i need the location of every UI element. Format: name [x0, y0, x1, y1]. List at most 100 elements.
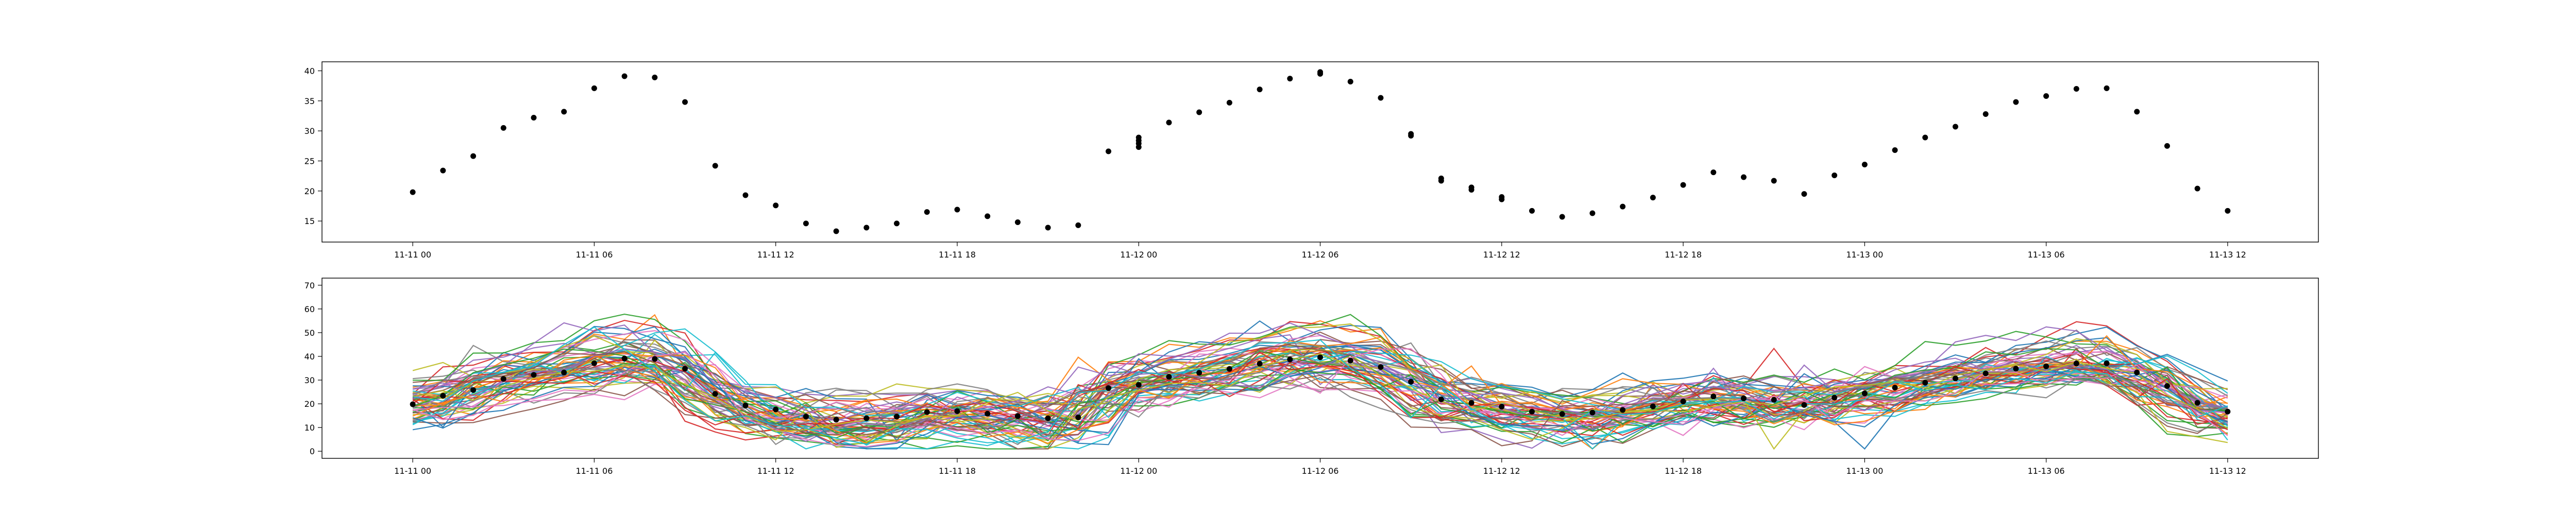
observed-point: [1226, 366, 1232, 372]
observed-point: [2225, 408, 2231, 415]
observed-point: [1832, 394, 1838, 401]
observed-point: [1045, 415, 1051, 421]
x-tick-label: 11-13 12: [2209, 466, 2246, 476]
ensemble-member-line: [412, 352, 2228, 430]
data-point: [2043, 93, 2049, 99]
x-tick-label: 11-12 18: [1665, 250, 1702, 260]
data-point: [1257, 87, 1263, 93]
x-tick-label: 11-13 06: [2028, 466, 2065, 476]
data-point: [894, 220, 900, 227]
x-tick-label: 11-13 06: [2028, 250, 2065, 260]
observed-point: [1378, 364, 1384, 370]
data-point: [1317, 69, 1323, 75]
y-tick-label: 60: [304, 304, 315, 314]
observed-point: [742, 402, 749, 408]
x-tick-label: 11-11 12: [757, 250, 794, 260]
observed-point: [652, 356, 658, 362]
data-point: [1922, 134, 1928, 141]
data-point: [954, 207, 960, 213]
x-tick-label: 11-12 00: [1120, 250, 1157, 260]
observed-point: [1499, 404, 1505, 410]
data-point: [1468, 187, 1475, 193]
observed-point: [621, 355, 628, 362]
observed-point: [833, 417, 839, 423]
x-tick-label: 11-13 00: [1846, 466, 1883, 476]
data-point: [1075, 222, 1081, 228]
data-point: [591, 85, 597, 91]
observed-point: [1710, 393, 1717, 400]
observed-point: [1529, 408, 1535, 415]
observed-point: [1650, 403, 1656, 409]
observed-point: [1166, 374, 1172, 380]
y-tick-label: 35: [304, 96, 315, 106]
observed-point: [1771, 397, 1777, 403]
observed-point: [2073, 360, 2079, 367]
data-point: [1378, 95, 1384, 101]
observed-point: [2164, 383, 2170, 389]
data-point: [1832, 173, 1838, 178]
data-point: [1106, 148, 1112, 154]
x-tick-label: 11-13 12: [2209, 250, 2246, 260]
y-tick-label: 25: [304, 157, 315, 166]
ensemble-member-line: [412, 348, 2228, 422]
data-point: [1892, 147, 1898, 153]
data-point: [1196, 109, 1202, 115]
data-point: [2164, 143, 2170, 149]
observed-point: [1620, 407, 1626, 413]
y-tick-label: 20: [304, 186, 315, 196]
plot-area: [410, 313, 2231, 450]
observed-point: [1196, 370, 1202, 376]
observed-point: [2043, 363, 2049, 369]
data-point: [1801, 191, 1807, 197]
data-point: [682, 99, 688, 105]
data-point: [621, 73, 628, 79]
ensemble-member-line: [412, 348, 2228, 448]
observed-point: [410, 401, 416, 407]
data-point: [652, 74, 658, 80]
observed-point: [985, 410, 991, 417]
observed-point: [1347, 357, 1353, 364]
observed-point: [1438, 396, 1444, 402]
y-tick-label: 10: [304, 423, 315, 433]
data-point: [2073, 86, 2079, 92]
data-point: [773, 202, 779, 209]
observed-point: [1257, 360, 1263, 367]
observed-point: [1559, 411, 1565, 417]
data-point: [1045, 225, 1051, 231]
data-point: [1559, 214, 1565, 220]
observed-point: [773, 406, 779, 413]
data-point: [1166, 119, 1172, 126]
ensemble-member-line: [412, 366, 2228, 425]
observed-point: [1468, 400, 1475, 406]
observed-point: [712, 391, 718, 397]
data-point: [742, 192, 749, 198]
ensemble-line-panel: 11-11 00 11-11 06 11-11 12 11-11 18 11-12 00…: [304, 278, 2319, 476]
ensemble-member-line: [412, 348, 2228, 443]
data-point: [1771, 178, 1777, 184]
observed-point: [1801, 402, 1807, 408]
data-point: [500, 125, 506, 131]
observed-point: [1952, 375, 1958, 382]
observed-point: [803, 414, 809, 420]
y-tick-label: 40: [304, 66, 315, 76]
observed-point: [1982, 370, 1989, 376]
y-tick-label: 0: [310, 447, 315, 456]
observed-point: [440, 392, 446, 399]
observed-point: [1408, 379, 1414, 385]
x-tick-label: 11-11 06: [575, 466, 613, 476]
data-point: [1287, 76, 1293, 82]
data-point: [440, 167, 446, 174]
y-tick-label: 30: [304, 375, 315, 385]
observed-point: [1075, 414, 1081, 420]
ensemble-member-line: [412, 353, 2228, 432]
data-point: [2134, 109, 2140, 115]
x-tick-label: 11-12 12: [1483, 466, 1520, 476]
data-point: [1408, 131, 1414, 137]
y-tick-label: 40: [304, 352, 315, 362]
observed-point: [894, 414, 900, 420]
data-point: [2225, 208, 2231, 214]
ensemble-member-line: [412, 350, 2228, 436]
data-point: [1499, 196, 1505, 202]
data-point: [863, 225, 870, 231]
observed-point: [1317, 354, 1323, 360]
